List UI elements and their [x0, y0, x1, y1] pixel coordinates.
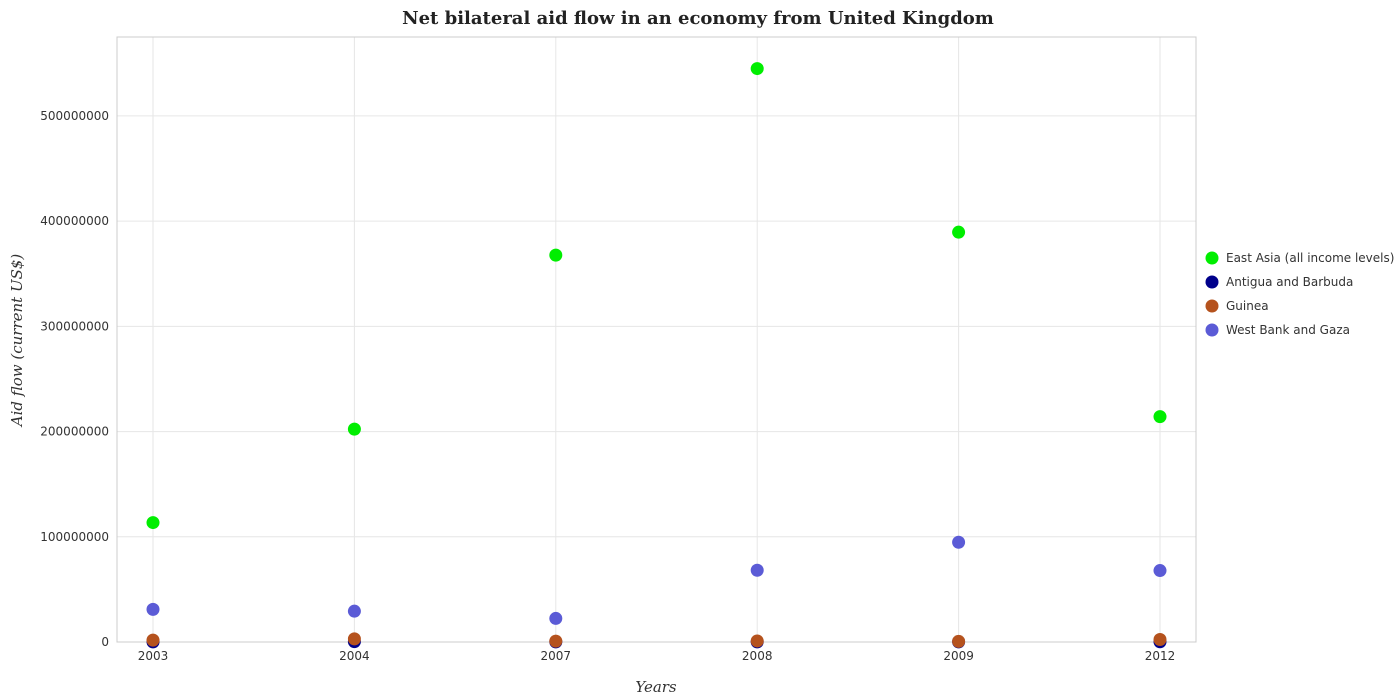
data-point-series-3	[750, 563, 764, 577]
plot-frame	[116, 36, 1197, 643]
x-tick-label: 2009	[943, 649, 974, 663]
grid-lines	[117, 37, 1196, 643]
legend: East Asia (all income levels) Antigua and…	[1205, 251, 1394, 337]
data-point-series-2	[952, 634, 966, 648]
x-tick-label: 2007	[541, 649, 572, 663]
legend-label: Guinea	[1226, 299, 1269, 313]
x-axis-label: Years	[635, 678, 677, 696]
x-axis-ticks: 2003 2004 2007 2008 2009 2012	[138, 649, 1176, 663]
legend-label: East Asia (all income levels)	[1226, 251, 1394, 265]
legend-marker	[1205, 323, 1219, 337]
data-point-series-0	[347, 422, 361, 436]
y-tick-label: 300000000	[40, 319, 109, 333]
data-point-series-2	[1153, 632, 1167, 646]
data-point-series-2	[146, 633, 160, 647]
legend-label: West Bank and Gaza	[1226, 323, 1350, 337]
data-point-series-0	[146, 516, 160, 530]
data-point-series-2	[750, 634, 764, 648]
y-axis-label: Aid flow (current US$)	[8, 254, 26, 429]
legend-label: Antigua and Barbuda	[1226, 275, 1353, 289]
x-tick-label: 2012	[1145, 649, 1176, 663]
data-point-series-0	[750, 62, 764, 76]
data-point-series-0	[952, 225, 966, 239]
legend-marker	[1205, 251, 1219, 265]
x-tick-label: 2008	[742, 649, 773, 663]
legend-marker	[1205, 299, 1219, 313]
x-tick-label: 2004	[339, 649, 370, 663]
data-point-series-0	[549, 248, 563, 262]
data-point-series-2	[347, 632, 361, 646]
data-points	[146, 62, 1167, 649]
legend-marker	[1205, 275, 1219, 289]
y-tick-label: 200000000	[40, 425, 109, 439]
data-point-series-3	[146, 602, 160, 616]
chart-title: Net bilateral aid flow in an economy fro…	[402, 8, 994, 29]
data-point-series-3	[347, 604, 361, 618]
data-point-series-3	[549, 611, 563, 625]
y-tick-label: 500000000	[40, 109, 109, 123]
y-axis-ticks: 0 100000000 200000000 300000000 400000000 500…	[40, 109, 109, 649]
data-point-series-0	[1153, 410, 1167, 424]
x-tick-label: 2003	[138, 649, 169, 663]
y-tick-label: 100000000	[40, 530, 109, 544]
data-point-series-2	[549, 634, 563, 648]
data-point-series-3	[1153, 564, 1167, 578]
y-tick-label: 0	[101, 635, 109, 649]
data-point-series-3	[952, 535, 966, 549]
y-tick-label: 400000000	[40, 214, 109, 228]
